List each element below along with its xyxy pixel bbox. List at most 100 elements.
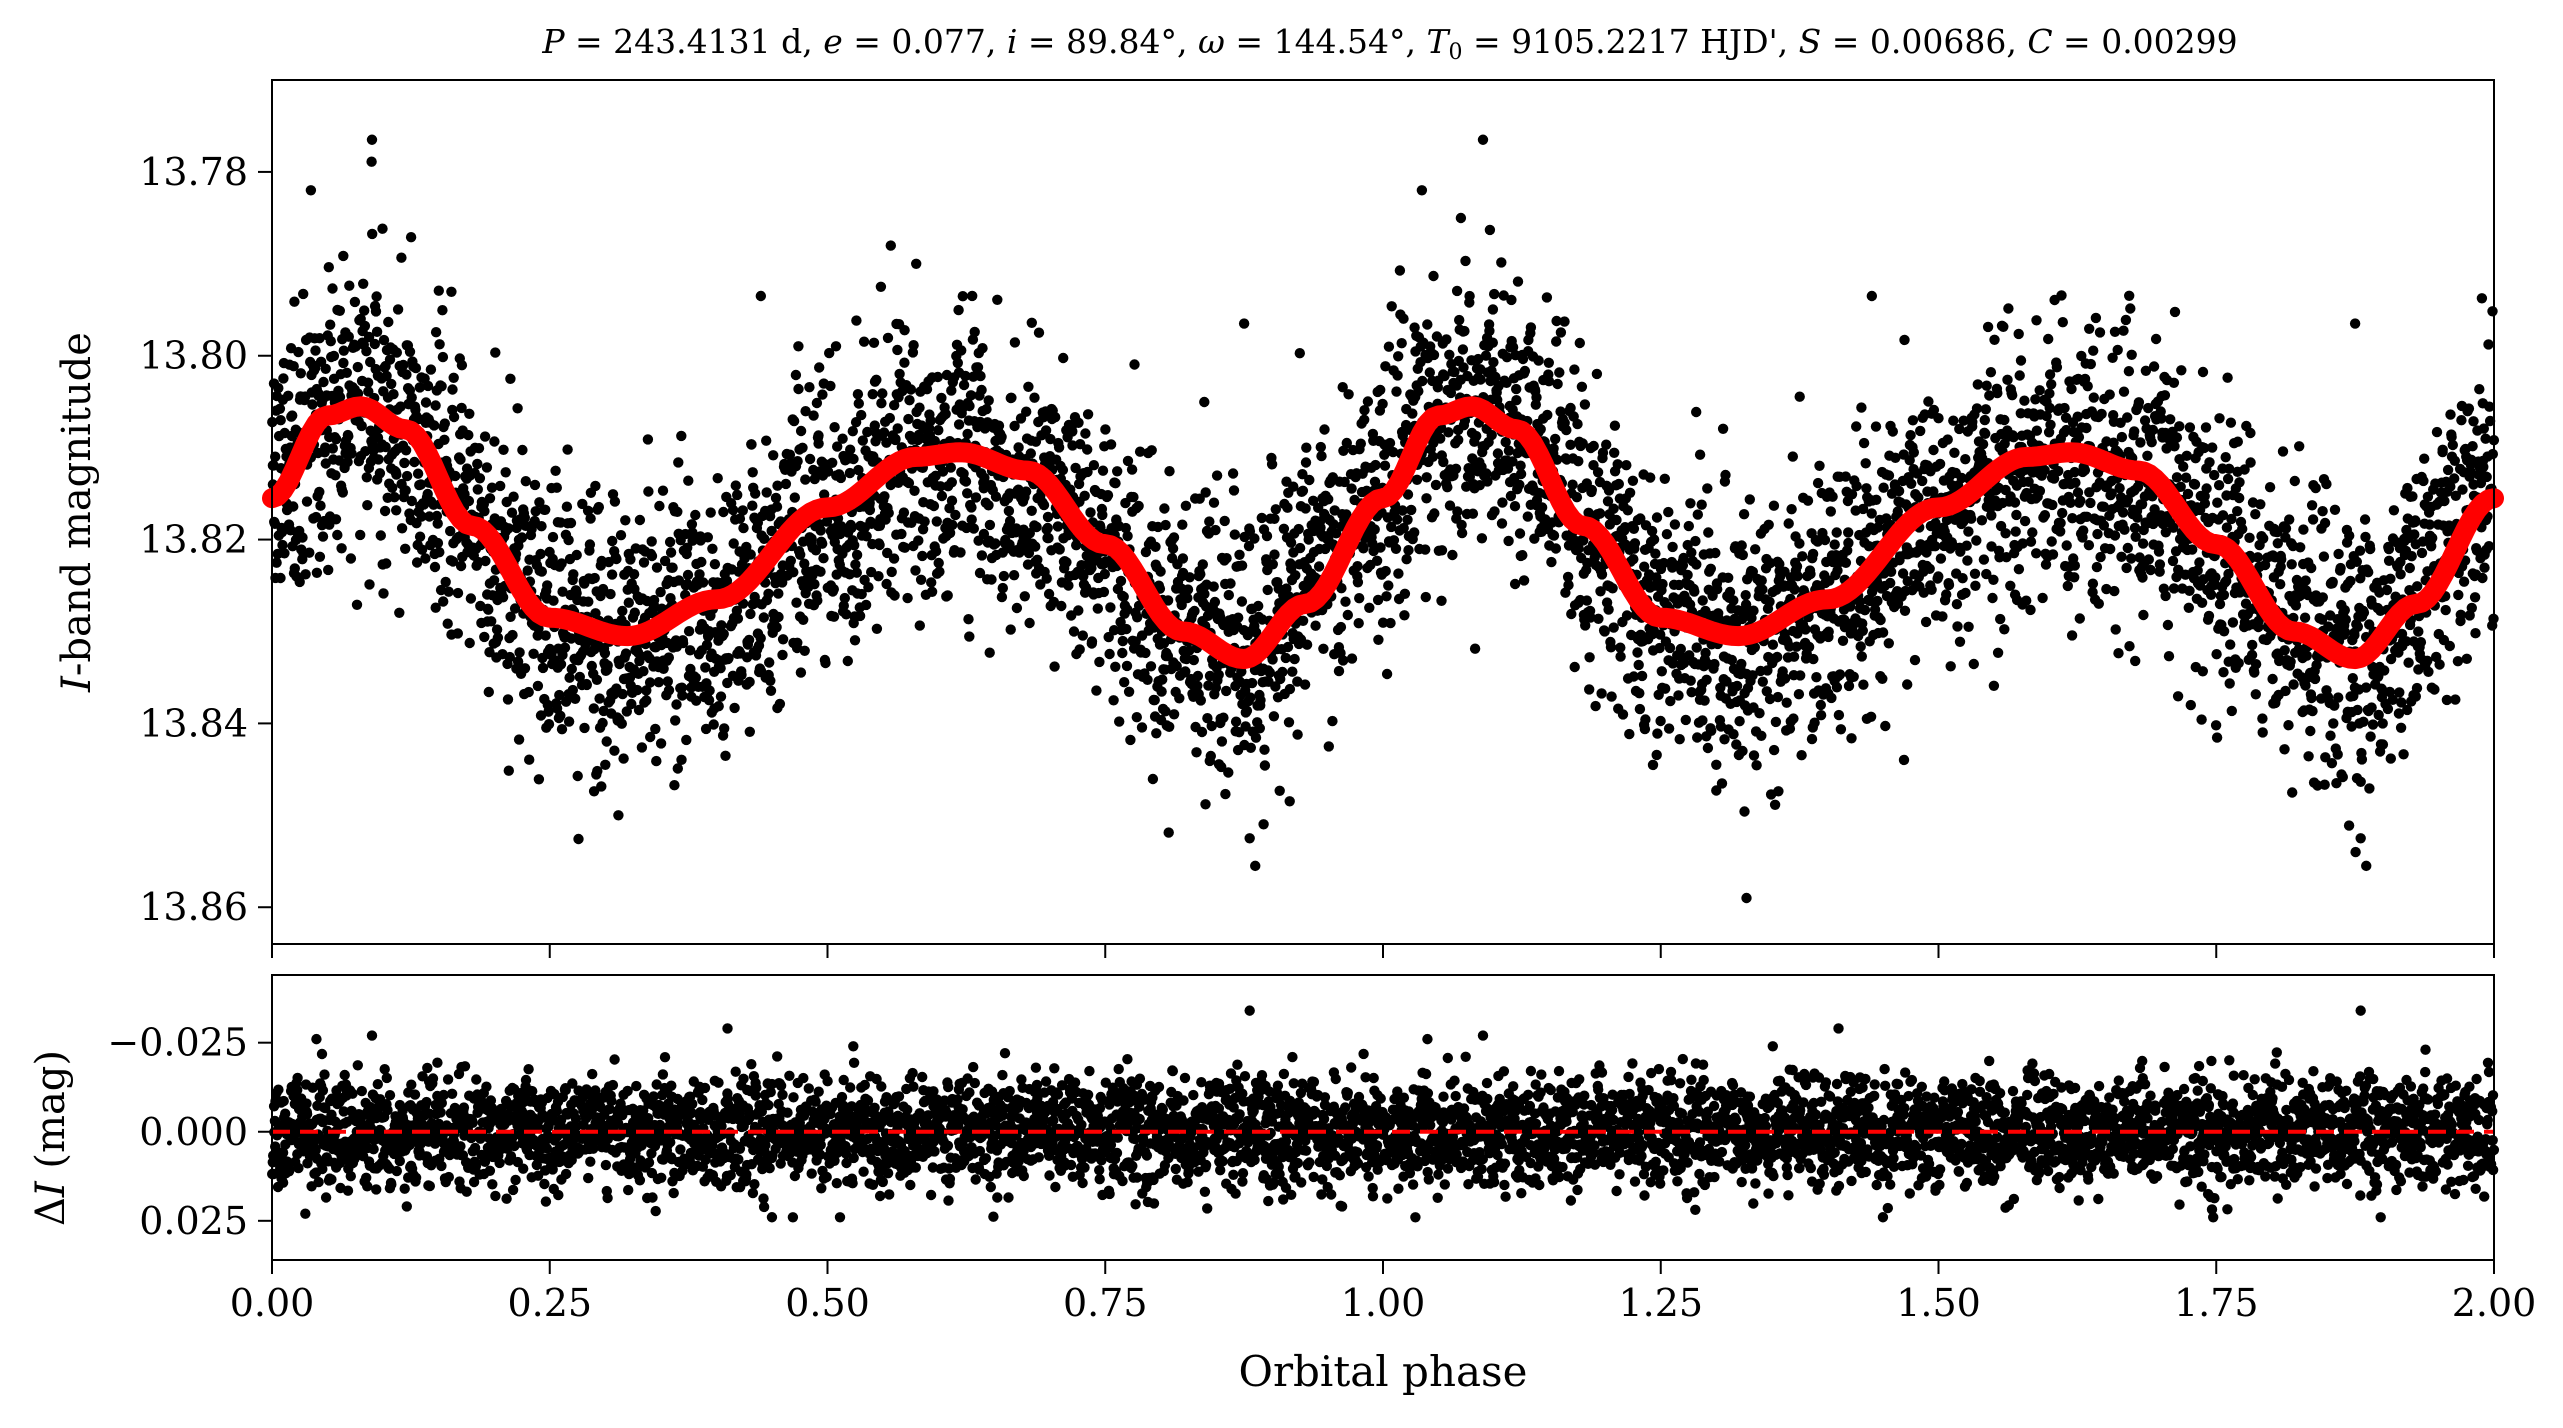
data-point: [1023, 381, 1034, 392]
data-point: [314, 486, 325, 498]
data-point: [1795, 670, 1806, 681]
data-point: [1341, 437, 1353, 449]
data-point: [896, 528, 907, 540]
data-point: [472, 458, 483, 470]
data-point: [1977, 439, 1989, 450]
data-point: [1082, 409, 1094, 420]
data-point: [669, 780, 680, 791]
data-point: [935, 481, 946, 492]
data-point: [1254, 723, 1266, 734]
data-point: [965, 390, 977, 401]
data-point: [1450, 463, 1462, 474]
data-point: [1484, 325, 1495, 337]
data-point: [1706, 725, 1717, 736]
data-point: [967, 290, 978, 302]
title-t-symbol: T: [1427, 22, 1452, 61]
data-point: [1883, 470, 1895, 481]
data-point: [574, 671, 585, 683]
data-point: [1793, 689, 1805, 700]
data-point: [1206, 720, 1217, 732]
data-point: [645, 731, 656, 743]
data-point: [1943, 579, 1955, 591]
data-point: [1486, 429, 1497, 441]
data-point: [634, 514, 646, 526]
data-point: [2339, 627, 2351, 638]
data-point: [1663, 723, 1675, 734]
data-point: [1740, 590, 1751, 601]
data-point: [455, 454, 466, 465]
data-point: [1856, 402, 1867, 413]
data-point: [605, 588, 616, 600]
data-point: [1073, 605, 1084, 616]
data-point: [690, 509, 701, 521]
data-point: [2044, 388, 2055, 399]
data-point: [2055, 517, 2066, 529]
data-point: [759, 533, 770, 544]
data-point: [573, 833, 584, 845]
data-point: [1907, 415, 1919, 426]
data-point: [343, 431, 354, 442]
data-point: [1969, 568, 1981, 579]
data-point: [736, 669, 747, 681]
data-point: [894, 368, 905, 380]
data-point: [2388, 505, 2400, 516]
data-point: [2181, 450, 2192, 461]
data-point: [839, 592, 850, 604]
data-point: [429, 561, 441, 573]
data-point: [1102, 490, 1114, 501]
data-point: [671, 699, 682, 710]
data-point: [795, 425, 807, 437]
data-point: [1399, 610, 1410, 621]
data-point: [1026, 505, 1037, 516]
data-point: [1282, 502, 1293, 513]
data-point: [654, 500, 665, 512]
data-point: [881, 578, 892, 590]
data-point: [2184, 422, 2196, 433]
data-point: [1467, 508, 1479, 519]
data-point: [1202, 713, 1213, 724]
data-point: [532, 680, 544, 692]
data-point: [2088, 345, 2099, 356]
data-point: [2015, 355, 2027, 366]
data-point: [1902, 679, 1913, 690]
data-point: [2333, 692, 2344, 703]
data-point: [480, 555, 491, 567]
data-point: [1871, 494, 1882, 505]
data-point: [780, 478, 792, 490]
data-point: [293, 346, 304, 358]
data-point: [1256, 512, 1268, 524]
data-point: [572, 770, 583, 782]
data-point: [1114, 716, 1125, 727]
data-point: [331, 434, 342, 445]
data-point: [1552, 378, 1563, 390]
data-point: [1887, 426, 1899, 437]
data-point: [389, 492, 400, 503]
data-point: [1651, 512, 1663, 523]
data-point: [1269, 513, 1280, 524]
data-point: [343, 331, 354, 342]
data-point: [1310, 620, 1321, 631]
data-point: [401, 369, 412, 380]
data-point: [1783, 518, 1794, 529]
chart-title: P = 243.4131 d, e = 0.077, i = 89.84°, ω…: [541, 22, 2237, 65]
data-point: [2358, 716, 2369, 727]
data-point: [2027, 527, 2038, 538]
data-point: [950, 509, 961, 521]
data-point: [1627, 475, 1639, 486]
data-point: [465, 593, 477, 604]
data-point: [957, 291, 968, 302]
data-point: [379, 505, 391, 517]
data-point: [812, 595, 823, 606]
data-point: [1827, 491, 1838, 502]
data-point: [1511, 383, 1522, 395]
data-point: [1674, 734, 1685, 745]
data-point: [789, 492, 800, 503]
data-point: [1386, 301, 1397, 312]
data-point: [657, 485, 669, 496]
data-point: [508, 491, 519, 502]
data-point: [1885, 566, 1897, 577]
data-point: [2218, 589, 2230, 601]
data-point: [275, 572, 286, 584]
data-point: [479, 506, 490, 517]
data-point: [2225, 639, 2236, 650]
